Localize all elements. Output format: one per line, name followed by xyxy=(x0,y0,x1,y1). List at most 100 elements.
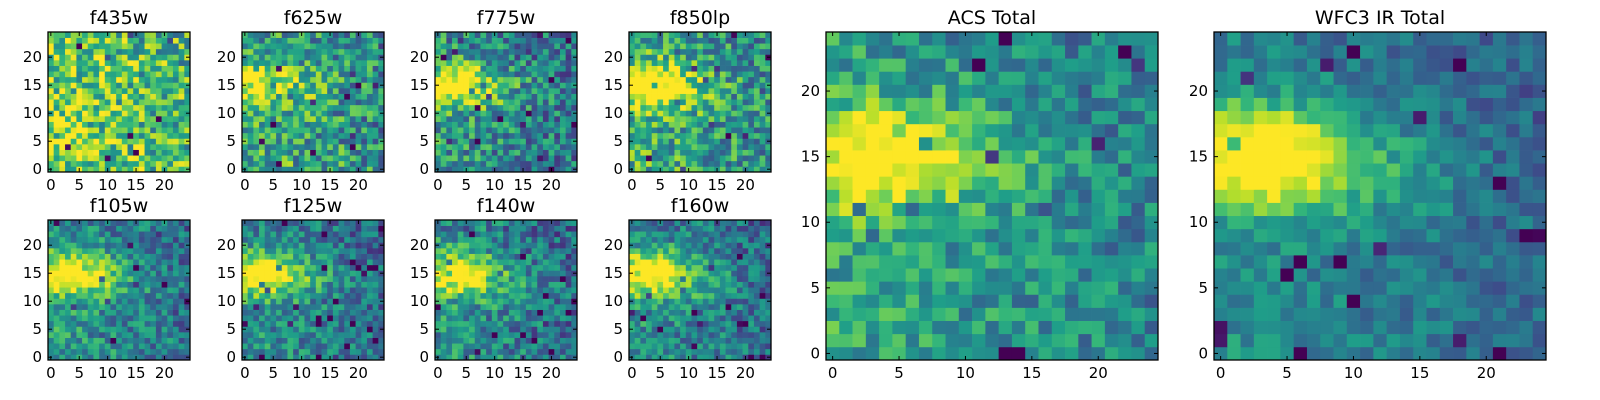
heatmap-cell xyxy=(742,65,749,72)
heatmap-cell xyxy=(150,287,157,294)
heatmap-cell xyxy=(93,76,100,83)
heatmap-cell xyxy=(70,60,77,66)
heatmap-cell xyxy=(315,242,322,249)
heatmap-cell xyxy=(361,155,368,162)
heatmap-cell xyxy=(178,298,185,305)
heatmap-cell xyxy=(150,304,157,310)
heatmap-cell xyxy=(65,259,72,266)
heatmap-cell xyxy=(685,270,692,277)
heatmap-cell xyxy=(287,138,294,145)
heatmap-cell xyxy=(702,127,709,134)
heatmap-cell xyxy=(293,326,300,333)
heatmap-cell xyxy=(571,231,578,238)
heatmap-cell xyxy=(155,110,162,117)
heatmap-cell xyxy=(520,99,527,106)
heatmap-cell xyxy=(531,32,538,38)
heatmap-cell xyxy=(355,138,362,145)
heatmap-cell xyxy=(531,337,538,344)
heatmap-cell xyxy=(276,298,283,305)
heatmap-cell xyxy=(435,287,442,294)
heatmap-cell xyxy=(554,116,561,122)
heatmap-cell xyxy=(753,71,760,78)
heatmap-cell xyxy=(116,65,123,72)
heatmap-cell xyxy=(338,220,345,226)
heatmap-cell xyxy=(247,248,254,254)
heatmap-cell xyxy=(657,104,664,111)
heatmap-cell xyxy=(48,76,55,83)
heatmap-cell xyxy=(116,138,123,145)
heatmap-cell xyxy=(548,309,555,316)
heatmap-cell xyxy=(155,315,162,322)
heatmap-cell xyxy=(372,104,379,111)
heatmap-cell xyxy=(542,82,549,89)
heatmap-cell xyxy=(355,110,362,117)
heatmap-cell xyxy=(531,276,538,282)
heatmap-cell xyxy=(372,76,379,83)
heatmap-cell xyxy=(87,99,94,106)
heatmap-cell xyxy=(93,276,100,282)
heatmap-cell xyxy=(99,76,106,83)
heatmap-cell xyxy=(304,144,311,150)
heatmap-cell xyxy=(697,149,704,156)
heatmap-cell xyxy=(264,315,271,322)
heatmap-cell xyxy=(247,348,254,355)
heatmap-cell xyxy=(93,166,100,173)
heatmap-cell xyxy=(657,326,664,333)
heatmap-cell xyxy=(287,71,294,78)
heatmap-cell xyxy=(457,43,464,50)
heatmap-cell xyxy=(646,76,653,83)
heatmap-cell xyxy=(736,60,743,66)
heatmap-cell xyxy=(548,93,555,100)
heatmap-cell xyxy=(93,337,100,344)
heatmap-cell xyxy=(651,343,658,350)
heatmap-cell xyxy=(559,93,566,100)
heatmap-cell xyxy=(270,37,277,44)
heatmap-cell xyxy=(184,127,191,134)
heatmap-cell xyxy=(719,281,726,288)
heatmap-cell xyxy=(559,144,566,150)
heatmap-cell xyxy=(708,76,715,83)
heatmap-cell xyxy=(99,220,106,226)
heatmap-cell xyxy=(321,43,328,50)
heatmap-cell xyxy=(104,88,111,94)
heatmap-cell xyxy=(440,132,447,139)
heatmap-cell xyxy=(497,76,504,83)
heatmap-cell xyxy=(65,304,72,310)
heatmap-cell xyxy=(702,320,709,327)
heatmap-cell xyxy=(446,270,453,277)
heatmap-cell xyxy=(668,292,675,299)
heatmap-cell xyxy=(446,127,453,134)
heatmap-cell xyxy=(116,326,123,333)
heatmap-cell xyxy=(87,304,94,310)
heatmap-cell xyxy=(702,82,709,89)
heatmap-cell xyxy=(144,242,151,249)
heatmap-cell xyxy=(270,225,277,232)
heatmap-cell xyxy=(253,326,260,333)
heatmap-cell xyxy=(748,99,755,106)
heatmap-cell xyxy=(310,110,317,117)
heatmap-cell xyxy=(531,37,538,44)
heatmap-cell xyxy=(276,37,283,44)
heatmap-cell xyxy=(736,48,743,55)
heatmap-cell xyxy=(161,287,168,294)
heatmap-cell xyxy=(469,93,476,100)
heatmap-cell xyxy=(525,337,532,344)
heatmap-cell xyxy=(736,276,743,282)
heatmap-cell xyxy=(503,104,510,111)
heatmap-cell xyxy=(525,270,532,277)
heatmap-cell xyxy=(702,287,709,294)
heatmap-cell xyxy=(497,43,504,50)
heatmap-cell xyxy=(520,259,527,266)
heatmap-cell xyxy=(327,309,334,316)
heatmap-cell xyxy=(349,242,356,249)
heatmap-cell xyxy=(70,93,77,100)
heatmap-cell xyxy=(548,248,555,254)
heatmap-cell xyxy=(361,116,368,122)
heatmap-cell xyxy=(178,225,185,232)
heatmap-cell xyxy=(310,104,317,111)
heatmap-cell xyxy=(463,287,470,294)
heatmap-cell xyxy=(366,270,373,277)
heatmap-cell xyxy=(155,259,162,266)
heatmap-cell xyxy=(497,242,504,249)
heatmap-cell xyxy=(463,236,470,243)
